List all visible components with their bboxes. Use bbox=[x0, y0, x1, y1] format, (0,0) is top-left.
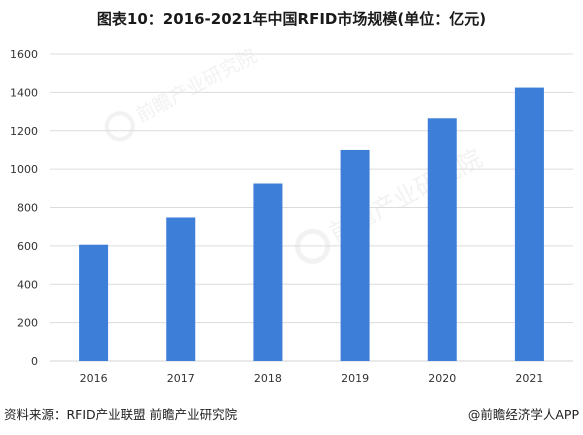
y-axis-ticks: 0 200 400 600 800 1000 1200 1400 1600 bbox=[10, 48, 38, 368]
bar-2021 bbox=[514, 87, 544, 361]
bar-2017 bbox=[166, 217, 196, 361]
watermark-logo-middle: 前瞻产业研究院 bbox=[295, 144, 486, 264]
y-tick-label: 600 bbox=[17, 240, 38, 253]
y-tick-label: 1600 bbox=[10, 48, 38, 61]
footer: 资料来源：RFID产业联盟 前瞻产业研究院 @前瞻经济学人APP bbox=[4, 404, 579, 424]
x-tick-label: 2020 bbox=[428, 372, 456, 385]
x-tick-label: 2021 bbox=[515, 372, 543, 385]
watermark-emblem-icon bbox=[104, 111, 135, 142]
chart-title: 图表10：2016-2021年中国RFID市场规模(单位：亿元) bbox=[96, 10, 487, 28]
bar-2020 bbox=[427, 118, 457, 361]
y-tick-label: 0 bbox=[31, 355, 38, 368]
x-tick-label: 2017 bbox=[167, 372, 195, 385]
credit-watermark: @前瞻经济学人APP bbox=[467, 407, 579, 422]
x-tick-label: 2019 bbox=[341, 372, 369, 385]
watermark-logo-text: 前瞻产业研究院 bbox=[132, 45, 260, 127]
y-tick-label: 800 bbox=[17, 202, 38, 215]
bar-2019 bbox=[340, 149, 370, 361]
y-tick-label: 1000 bbox=[10, 163, 38, 176]
y-tick-label: 1200 bbox=[10, 125, 38, 138]
bar-chart: 前瞻产业研究院 前瞻产业研究院 0 200 400 600 800 1000 1200 140… bbox=[10, 45, 573, 385]
y-tick-label: 400 bbox=[17, 278, 38, 291]
x-tick-label: 2016 bbox=[80, 372, 108, 385]
watermark-logo-top: 前瞻产业研究院 bbox=[104, 45, 260, 142]
gridlines bbox=[50, 53, 573, 362]
x-axis-ticks: 2016 2017 2018 2019 2020 2021 bbox=[80, 372, 544, 385]
watermark-emblem-icon bbox=[295, 228, 331, 264]
x-tick-label: 2018 bbox=[254, 372, 282, 385]
y-tick-label: 200 bbox=[17, 317, 38, 330]
bars bbox=[79, 87, 544, 361]
bar-2016 bbox=[79, 244, 109, 361]
source-note: 资料来源：RFID产业联盟 前瞻产业研究院 bbox=[4, 407, 238, 422]
bar-2018 bbox=[253, 183, 283, 361]
y-tick-label: 1400 bbox=[10, 86, 38, 99]
